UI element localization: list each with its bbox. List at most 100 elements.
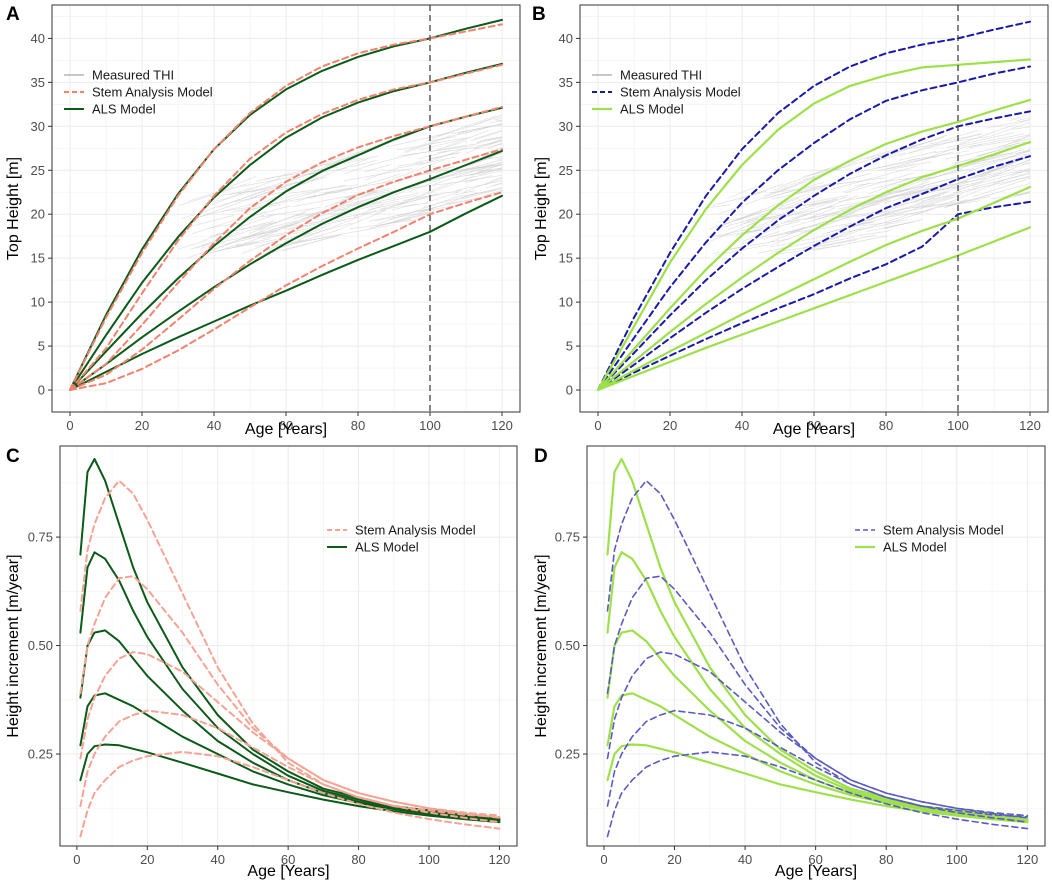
measured-thi-line [414, 152, 459, 164]
measured-thi-line [902, 195, 941, 202]
measured-thi-line [986, 119, 1031, 129]
measured-thi-line [947, 195, 991, 207]
curve-als-model-4 [79, 692, 501, 822]
measured-thi-line [860, 188, 934, 206]
measured-thi-line [471, 164, 503, 170]
y-axis-title: Height increment [m/year] [533, 554, 550, 737]
measured-thi-line [469, 130, 503, 142]
measured-thi-line [374, 211, 432, 222]
measured-thi-line [794, 184, 832, 195]
measured-thi-line [494, 117, 503, 121]
y-tick-label: 0.75 [555, 530, 580, 545]
measured-thi-line [744, 225, 779, 235]
legend-label: Measured THI [92, 68, 174, 83]
curve-stem-analysis-model-2 [69, 63, 503, 391]
measured-thi-line [969, 138, 1026, 148]
measured-thi-line [962, 158, 986, 167]
measured-thi-line [400, 175, 474, 205]
panel-b: 0 20 40 60 80 100 120 0 5 10 15 20 25 30 35 40 Age [Year… [532, 4, 1049, 438]
x-tick-label: 20 [667, 852, 681, 867]
curve-stem-analysis-model-5 [597, 200, 1031, 391]
measured-thi-line [802, 167, 837, 178]
measured-thi-line [1012, 126, 1031, 130]
measured-thi-line [181, 210, 207, 219]
x-tick-label: 20 [663, 418, 677, 433]
measured-thi-line [497, 157, 503, 160]
measured-thi-line [396, 162, 423, 167]
measured-thi-line [310, 158, 369, 182]
legend: Measured THI Stem Analysis Model ALS Model [64, 68, 213, 117]
y-tick-label: 5 [38, 339, 45, 354]
measured-thi-line [305, 187, 352, 199]
x-axis-title: Age [Years] [773, 421, 855, 438]
measured-thi-line [772, 176, 815, 191]
measured-thi-line [831, 165, 918, 190]
x-tick-label: 100 [418, 852, 440, 867]
x-tick-label: 40 [738, 852, 752, 867]
y-axis-title: Height increment [m/year] [5, 554, 22, 737]
measured-thi-line [353, 204, 385, 218]
measured-thi-line [370, 192, 419, 204]
measured-thi-line [487, 142, 503, 150]
measured-thi-line [717, 229, 762, 237]
measured-thi-line [306, 167, 348, 176]
measured-thi-line [419, 159, 445, 170]
legend: Stem Analysis Model ALS Model [855, 523, 1004, 555]
measured-thi-line [242, 214, 265, 224]
measured-thi-line [282, 233, 344, 252]
measured-thi-line [771, 186, 830, 200]
measured-thi-line [235, 223, 295, 248]
measured-thi-line [204, 241, 258, 255]
y-tick-label: 0.25 [28, 747, 53, 762]
measured-thi-line [497, 124, 503, 127]
measured-thi-line [799, 198, 838, 210]
measured-thi-line [1009, 113, 1031, 122]
measured-thi-line [979, 170, 1003, 178]
measured-thi-line [1025, 170, 1031, 172]
measured-thi-line [492, 182, 503, 186]
measured-thi-line [288, 222, 314, 227]
measured-thi-line [212, 177, 281, 205]
measured-thi-line [251, 172, 314, 193]
measured-thi-line [487, 147, 503, 153]
x-tick-label: 20 [140, 852, 154, 867]
measured-thi-line [742, 231, 780, 244]
measured-thi-line [276, 152, 361, 188]
measured-thi-line [746, 210, 794, 226]
measured-thi-line [915, 200, 955, 216]
measured-thi-line [245, 190, 320, 212]
panel-a: 0 20 40 60 80 100 120 0 5 10 15 20 25 30 35 40 Age [Year… [5, 4, 521, 438]
measured-thi-line [213, 193, 246, 203]
measured-thi-line [737, 200, 786, 221]
measured-thi-line [418, 137, 470, 151]
measured-thi-line [424, 191, 460, 204]
measured-thi-line [476, 137, 503, 144]
measured-thi-line [1009, 168, 1031, 177]
measured-thi-line [860, 176, 931, 205]
measured-thi-line [368, 208, 434, 222]
panel-letter: A [6, 4, 20, 25]
curve-stem-analysis-model-4 [606, 709, 1029, 823]
measured-thi-line [288, 184, 359, 194]
measured-thi-line [899, 142, 939, 157]
x-axis-title: Age [Years] [247, 863, 329, 880]
x-tick-label: 60 [808, 852, 822, 867]
measured-thi-line [233, 190, 293, 203]
measured-thi-line [386, 132, 450, 148]
measured-thi-line [382, 170, 415, 184]
measured-thi-line [956, 171, 1004, 186]
measured-thi-line [437, 129, 489, 151]
measured-thi-line [707, 223, 776, 238]
measured-thi-line [310, 202, 364, 220]
measured-thi-line [855, 203, 936, 218]
series-stem-analysis-model [606, 479, 1029, 838]
y-tick-label: 20 [31, 207, 45, 222]
panel-d: 0 20 40 60 80 100 120 0.25 0.50 0.75 Age [Years] He… [533, 445, 1046, 880]
x-tick-label: 0 [600, 852, 607, 867]
measured-thi-line [496, 119, 503, 122]
measured-thi-line [405, 130, 469, 153]
y-tick-label: 40 [559, 31, 573, 46]
measured-thi-line [179, 183, 248, 206]
measured-thi-line [760, 226, 806, 240]
measured-thi-line [916, 192, 947, 205]
